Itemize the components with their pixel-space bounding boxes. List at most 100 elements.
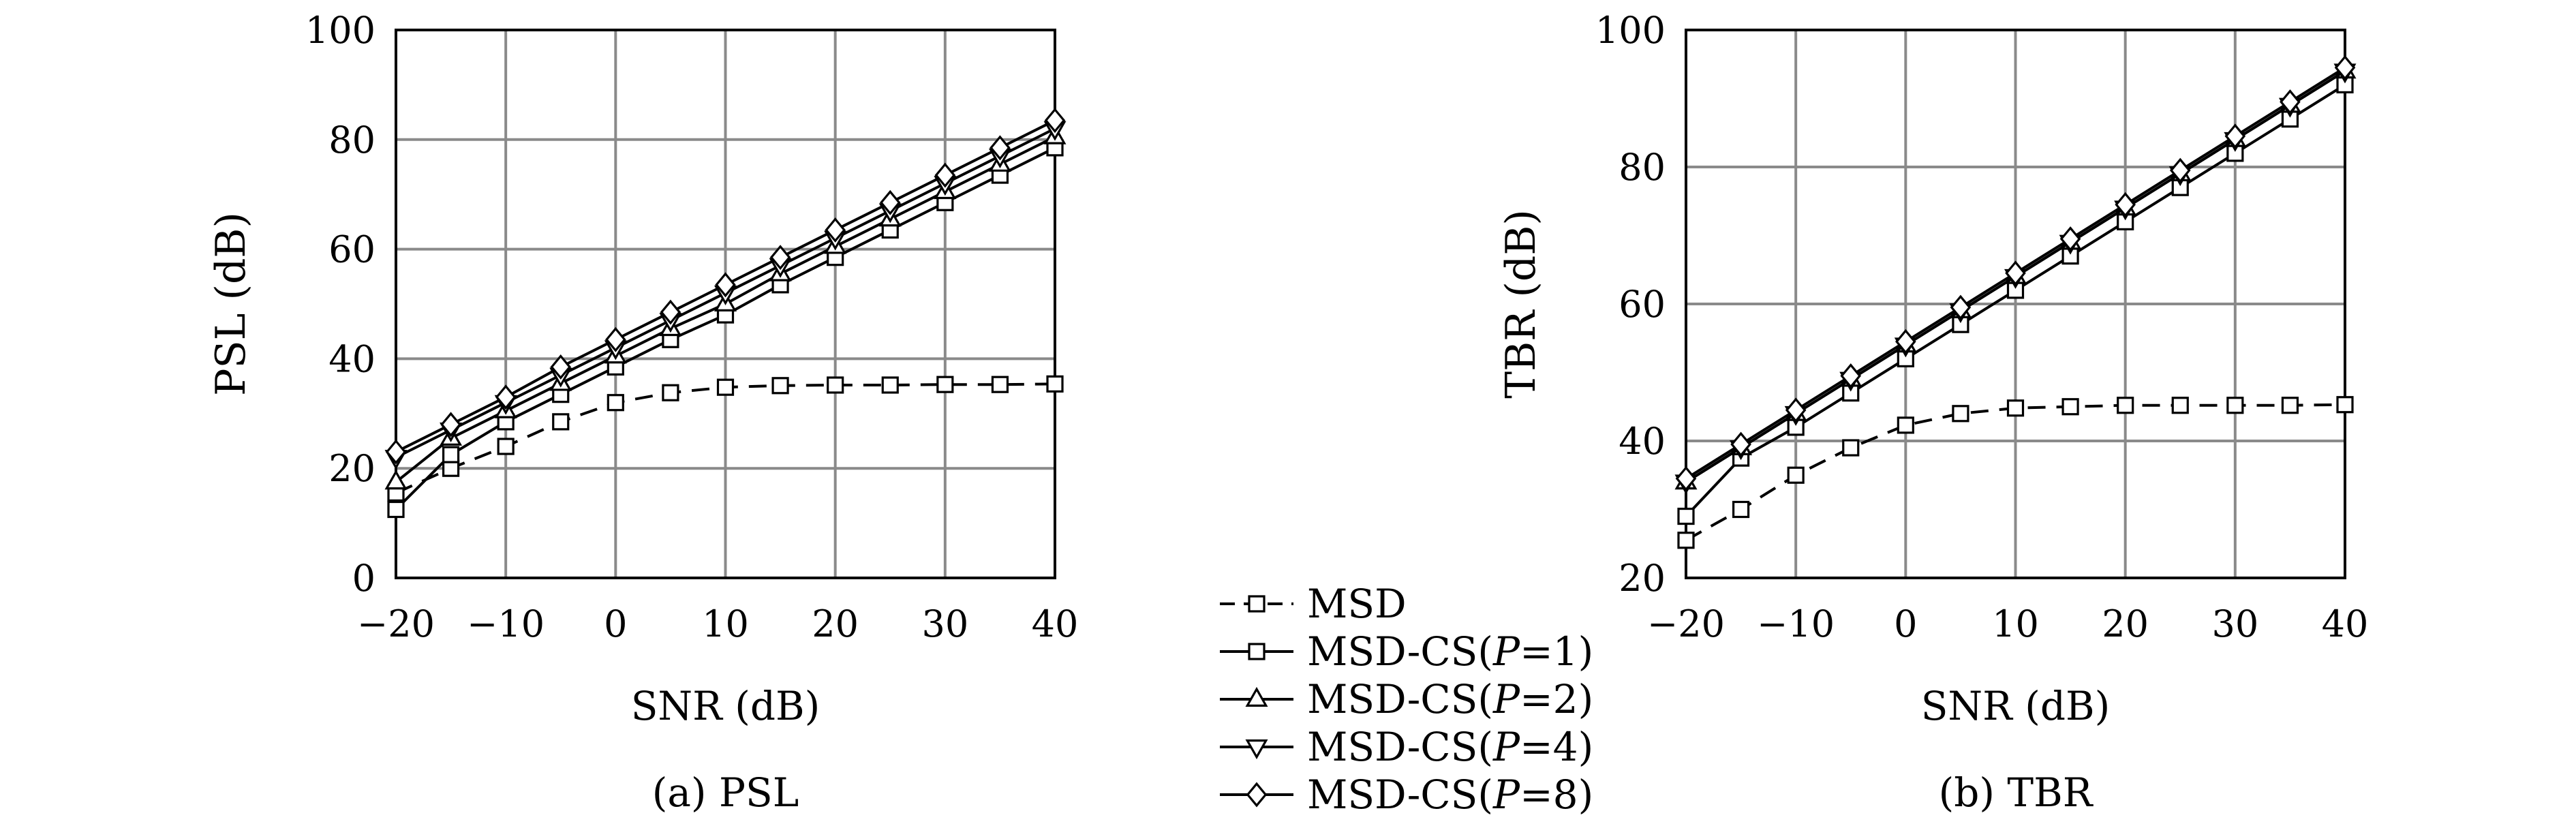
psl-xtick-label: −10 xyxy=(467,602,545,645)
psl-data-point xyxy=(495,384,517,410)
psl-xtick-label: 0 xyxy=(604,602,627,645)
tbr-data-point xyxy=(1730,431,1751,457)
psl-data-point xyxy=(662,384,679,401)
psl-data-point xyxy=(934,162,956,188)
psl-xlabel: SNR (dB) xyxy=(631,683,821,729)
tbr-series-0 xyxy=(1677,396,2354,549)
legend-label: MSD-CS(P=8) xyxy=(1307,771,1593,818)
tbr-data-point xyxy=(1842,439,1860,457)
psl-xtick-label: 20 xyxy=(812,602,859,645)
psl-data-point xyxy=(384,470,408,490)
tbr-grid xyxy=(1685,29,2346,579)
psl-data-point xyxy=(387,500,405,519)
tbr-xtick-label: 0 xyxy=(1894,602,1917,645)
psl-xtick-label: 10 xyxy=(702,602,749,645)
legend-marker xyxy=(1248,595,1266,613)
psl-data-point xyxy=(660,299,681,325)
psl-data-point xyxy=(440,412,461,438)
tbr-xtick-label: 10 xyxy=(1992,602,2039,645)
psl-data-point xyxy=(881,376,899,394)
tbr-data-point xyxy=(2171,397,2189,414)
tbr-ytick-label: 100 xyxy=(1595,9,1666,52)
legend-entry-0: MSD xyxy=(1220,581,1407,627)
tbr-data-point xyxy=(2059,226,2081,251)
tbr-data-point xyxy=(1952,405,1969,423)
psl-data-point xyxy=(550,354,572,380)
tbr-data-point xyxy=(2061,398,2079,416)
legend-marker xyxy=(1248,643,1266,660)
tbr-ytick-label: 40 xyxy=(1619,420,1666,463)
tbr-data-point xyxy=(2281,397,2299,414)
tbr-xtick-label: −20 xyxy=(1647,602,1725,645)
tbr-data-point xyxy=(1675,465,1697,491)
psl-ytick-label: 100 xyxy=(305,9,375,52)
chart-psl: −20 −10 0 10 20 30 40 0 20 40 60 80 100 SNR (dB) PSL (… xyxy=(207,9,1078,816)
psl-ylabel: PSL (dB) xyxy=(207,212,255,396)
legend-entry-2: MSD-CS(P=2) xyxy=(1220,676,1593,722)
tbr-data-point xyxy=(2334,55,2356,80)
legend-entry-1: MSD-CS(P=1) xyxy=(1220,628,1593,675)
psl-xtick-label: 30 xyxy=(921,602,968,645)
psl-data-point xyxy=(497,438,515,455)
tbr-axes-frame xyxy=(1685,29,2346,579)
psl-series-4 xyxy=(385,108,1066,465)
legend-entry-4: MSD-CS(P=8) xyxy=(1220,771,1593,818)
tbr-xtick-label: 40 xyxy=(2322,602,2369,645)
tbr-data-point xyxy=(1950,294,1972,320)
tbr-xtick-label: 30 xyxy=(2211,602,2258,645)
legend-marker xyxy=(1246,782,1268,808)
tbr-data-point xyxy=(1677,532,1695,549)
psl-xtick-label: 40 xyxy=(1032,602,1079,645)
psl-data-point xyxy=(879,189,901,215)
tbr-data-point xyxy=(2117,397,2134,414)
tbr-data-point xyxy=(2005,260,2026,286)
legend-label: MSD-CS(P=4) xyxy=(1307,724,1593,770)
tbr-data-point xyxy=(2115,192,2136,217)
tbr-data-point xyxy=(2280,89,2301,114)
psl-series-0 xyxy=(387,375,1064,502)
legend-label: MSD-CS(P=1) xyxy=(1307,628,1593,675)
tbr-ylabel: TBR (dB) xyxy=(1497,209,1545,399)
tbr-ytick-label: 20 xyxy=(1619,557,1666,600)
tbr-caption: (b) TBR xyxy=(1939,769,2094,816)
psl-data-point xyxy=(385,439,407,465)
tbr-data-point xyxy=(2224,123,2246,149)
tbr-data-point xyxy=(2336,396,2354,414)
psl-data-point xyxy=(552,413,570,431)
chart-tbr: −20 −10 0 10 20 30 40 20 40 60 80 100 SNR (dB) TBR (d… xyxy=(1497,9,2368,816)
psl-data-point xyxy=(716,378,735,396)
psl-data-point xyxy=(991,376,1009,393)
tbr-data-point xyxy=(1897,416,1914,434)
psl-data-point xyxy=(715,272,736,298)
tbr-data-point xyxy=(1677,507,1695,525)
legend-label: MSD-CS(P=2) xyxy=(1307,676,1593,722)
psl-ytick-label: 60 xyxy=(328,228,375,271)
tbr-data-point xyxy=(1895,328,1916,354)
legend: MSDMSD-CS(P=1)MSD-CS(P=2)MSD-CS(P=4)MSD-… xyxy=(1220,581,1593,818)
psl-axes-frame xyxy=(395,29,1056,579)
tbr-data-point xyxy=(1787,466,1805,484)
psl-ytick-label: 0 xyxy=(352,557,375,600)
legend-marker xyxy=(1245,686,1268,707)
psl-ytick-label: 80 xyxy=(328,119,375,162)
psl-caption: (a) PSL xyxy=(652,769,799,816)
tbr-data-point xyxy=(1840,363,1862,388)
psl-data-point xyxy=(771,377,789,395)
tbr-data-point xyxy=(2006,399,2025,417)
psl-data-point xyxy=(607,394,624,412)
tbr-data-point xyxy=(2226,397,2244,414)
tbr-ytick-label: 60 xyxy=(1619,283,1666,326)
psl-data-point xyxy=(825,217,846,243)
tbr-xlabel: SNR (dB) xyxy=(1921,683,2111,729)
psl-data-point xyxy=(990,135,1011,161)
legend-entry-3: MSD-CS(P=4) xyxy=(1220,724,1593,770)
psl-data-point xyxy=(605,326,626,352)
tbr-data-point xyxy=(2169,157,2191,183)
tbr-series-4 xyxy=(1675,55,2356,491)
legend-label: MSD xyxy=(1307,581,1407,627)
tbr-data-point xyxy=(1732,500,1750,519)
psl-xtick-label: −20 xyxy=(357,602,435,645)
psl-data-point xyxy=(827,376,844,394)
psl-data-point xyxy=(442,446,460,463)
